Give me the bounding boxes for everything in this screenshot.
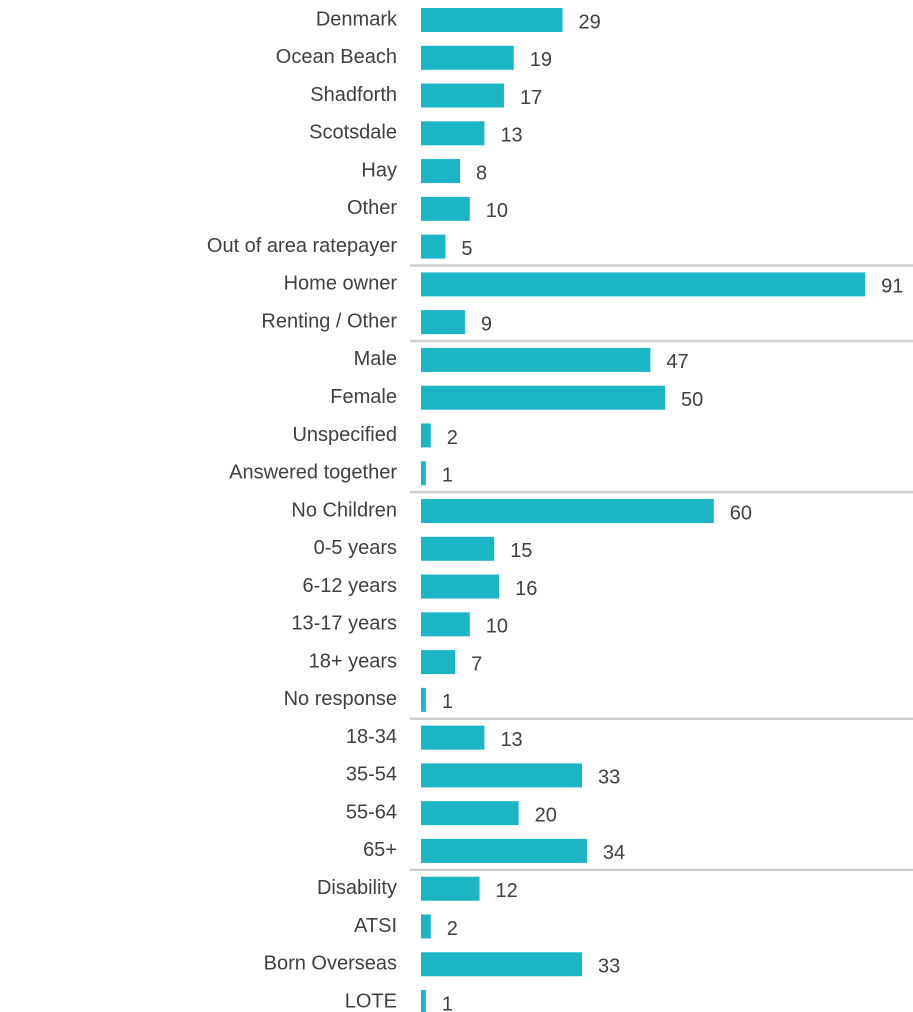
bar [421,725,485,750]
value-label: 13 [500,125,522,147]
bar [421,272,866,297]
value-label: 19 [530,49,552,71]
bar [421,461,426,486]
value-label: 2 [447,427,458,449]
category-label: LOTE [345,990,397,1012]
category-label: Ocean Beach [276,46,397,68]
bar [421,8,563,32]
bar [421,990,426,1012]
value-label: 34 [603,842,625,864]
category-label: ATSI [354,915,397,937]
category-label: Answered together [229,462,397,484]
value-label: 1 [442,465,453,487]
bar [421,347,651,372]
category-label: 55-64 [346,801,397,823]
bar [421,121,485,146]
category-label: 0-5 years [314,537,397,559]
bar [421,83,504,108]
value-label: 91 [881,276,903,298]
bar [421,423,431,448]
category-label: Male [354,348,397,370]
value-label: 33 [598,767,620,789]
category-label: Hay [361,159,397,181]
bar [421,196,470,221]
category-label: 18+ years [309,650,397,672]
value-label: 8 [476,162,487,184]
category-label: Home owner [284,273,398,295]
value-label: 13 [500,729,522,751]
value-label: 10 [486,616,508,638]
category-label: Out of area ratepayer [207,235,397,257]
category-label: 65+ [363,839,397,861]
value-label: 5 [461,238,472,260]
category-label: 35-54 [346,764,397,786]
category-label: Disability [317,877,397,899]
bar [421,801,519,826]
bar [421,574,500,599]
bar [421,876,480,901]
value-label: 33 [598,956,620,978]
bar [421,234,446,259]
value-label: 60 [730,502,752,524]
bar [421,159,461,184]
bar [421,838,587,863]
value-label: 12 [496,880,518,902]
category-label: Renting / Other [261,310,397,332]
bar [421,612,470,637]
value-label: 47 [666,351,688,373]
category-label: Shadforth [310,84,397,106]
bar [421,687,426,712]
category-label: 13-17 years [291,613,397,635]
category-label: 18-34 [346,726,397,748]
value-label: 17 [520,87,542,109]
category-label: Born Overseas [264,953,397,975]
bar [421,385,665,410]
value-label: 50 [681,389,703,411]
category-label: Female [330,386,397,408]
category-label: Scotsdale [309,122,397,144]
bar [421,45,514,70]
value-label: 1 [442,993,453,1012]
category-label: 6-12 years [303,575,398,597]
value-label: 9 [481,313,492,335]
value-label: 10 [486,200,508,222]
value-label: 1 [442,691,453,713]
value-label: 20 [535,804,557,826]
value-label: 29 [579,11,601,33]
value-label: 15 [510,540,532,562]
bar [421,914,431,939]
bar [421,650,456,675]
category-label: No response [284,688,397,710]
bar [421,952,583,977]
category-label: Unspecified [292,424,397,446]
value-label: 16 [515,578,537,600]
category-label: No Children [291,499,397,521]
value-label: 2 [447,918,458,940]
value-label: 7 [471,653,482,675]
category-label: Denmark [316,8,398,30]
bar [421,499,714,524]
category-label: Other [347,197,397,219]
bar [421,536,495,561]
bar [421,310,465,335]
bar [421,763,583,788]
